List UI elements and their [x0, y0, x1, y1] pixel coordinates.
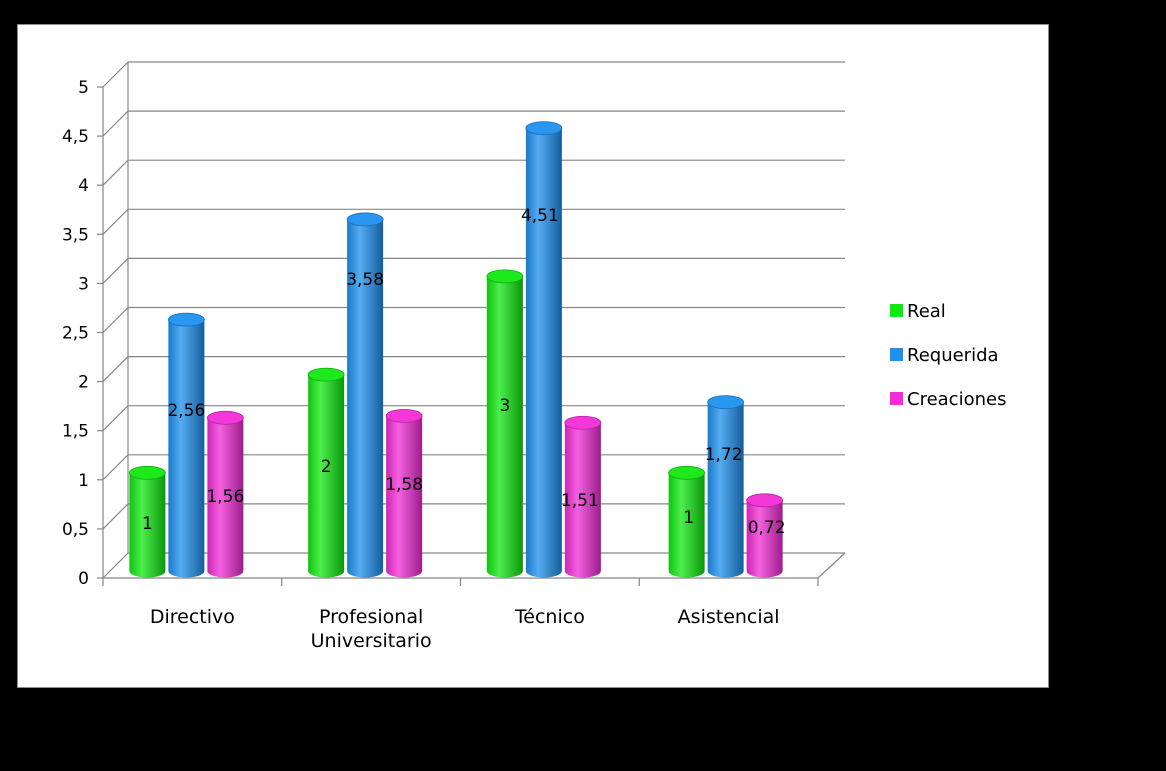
bar-body [707, 402, 744, 578]
gridline-diagonal [102, 257, 129, 284]
gridline-diagonal [102, 356, 129, 383]
data-label: 4,51 [521, 206, 559, 226]
gridline-diagonal [102, 110, 129, 137]
axes: 0 0,5 1 1,5 2 2,5 3 3,5 4 4,5 5 Directivo Profesiona… [62, 62, 846, 652]
category-label: Profesional Universitario [311, 606, 432, 652]
gridline-diagonal [102, 552, 129, 579]
legend-item-real: Real [890, 301, 946, 322]
legend: Real Requerida Creaciones [890, 301, 1006, 410]
bar-requerida [346, 212, 384, 578]
bar-body [564, 422, 601, 578]
legend-swatch [890, 304, 903, 317]
bar-body [668, 472, 705, 578]
y-tick-label: 5 [78, 78, 89, 98]
bar-top [746, 493, 784, 508]
data-label: 1,72 [705, 445, 743, 465]
bar-top [486, 269, 524, 284]
gridline-diagonal [102, 208, 129, 235]
bar-real [307, 367, 345, 578]
bar-requerida [167, 312, 205, 578]
bars [128, 121, 784, 578]
gridline-diagonal [102, 61, 129, 88]
gridline-diagonal [102, 454, 129, 481]
y-tick-label: 2,5 [62, 324, 89, 344]
bar-requerida [525, 121, 563, 578]
bar-top [346, 212, 384, 227]
legend-label: Real [907, 301, 946, 322]
bar-creaciones [385, 408, 423, 578]
data-label: 2 [321, 457, 332, 477]
gridline-diagonal [102, 503, 129, 530]
floor-edge [817, 552, 846, 579]
bar-real [668, 465, 706, 578]
data-label: 1,58 [385, 475, 423, 495]
bar-body [746, 500, 783, 578]
bar-body [525, 128, 562, 578]
bar-top [668, 465, 706, 480]
gridline-diagonal [102, 405, 129, 432]
legend-label: Creaciones [907, 389, 1006, 410]
category-label: Técnico [514, 606, 585, 628]
gridline-diagonal [102, 307, 129, 333]
legend-item-creaciones: Creaciones [890, 389, 1006, 410]
bar-top [307, 367, 345, 382]
bar-body [168, 319, 205, 578]
legend-label: Requerida [907, 345, 999, 366]
data-label: 1,51 [561, 491, 599, 511]
category-label: Directivo [150, 606, 235, 628]
legend-swatch [890, 392, 903, 405]
bar-top [385, 408, 423, 423]
legend-item-requerida: Requerida [890, 345, 999, 366]
bar-creaciones [564, 415, 602, 578]
bar-body [486, 276, 523, 578]
bar-real [128, 465, 166, 578]
bar-top [707, 395, 745, 409]
y-tick-label: 4 [78, 176, 89, 196]
data-labels: 1 2,56 1,56 2 3,58 1,58 3 4,51 1,51 1 1,72 0,72 [142, 206, 786, 538]
legend-swatch [890, 348, 903, 361]
data-label: 1 [683, 508, 694, 528]
bar-body [347, 219, 384, 578]
data-label: 2,56 [167, 401, 205, 421]
data-label: 1,56 [206, 487, 244, 507]
y-tick-label: 1,5 [62, 422, 89, 442]
gridline-diagonal [102, 159, 129, 186]
data-label: 1 [142, 514, 153, 534]
bar-top [525, 121, 563, 136]
data-label: 3 [499, 396, 510, 416]
y-tick-label: 4,5 [62, 127, 89, 147]
bar-top [564, 415, 602, 430]
y-tick-label: 0 [78, 569, 89, 589]
y-tick-label: 3,5 [62, 225, 89, 245]
y-tick-label: 0,5 [62, 520, 89, 540]
bar-creaciones [206, 410, 244, 578]
y-tick-label: 2 [78, 373, 89, 393]
bar-requerida [707, 395, 745, 578]
y-tick-label: 1 [78, 471, 89, 491]
bar-top [167, 312, 205, 327]
data-label: 3,58 [346, 270, 384, 290]
chart-frame: 0 0,5 1 1,5 2 2,5 3 3,5 4 4,5 5 Directivo Profesiona… [17, 24, 1049, 688]
y-tick-label: 3 [78, 274, 89, 294]
bar-top [206, 410, 244, 425]
category-label: Asistencial [678, 606, 780, 628]
bar-body [207, 417, 244, 578]
bar-creaciones [746, 493, 784, 578]
bar-body [129, 472, 166, 578]
bar-body [308, 374, 345, 578]
gridlines [102, 61, 845, 579]
bar-chart: 0 0,5 1 1,5 2 2,5 3 3,5 4 4,5 5 Directivo Profesiona… [62, 61, 1006, 652]
bar-real [486, 269, 524, 578]
data-label: 0,72 [748, 518, 786, 538]
bar-top [128, 465, 166, 480]
bar-body [386, 415, 423, 578]
